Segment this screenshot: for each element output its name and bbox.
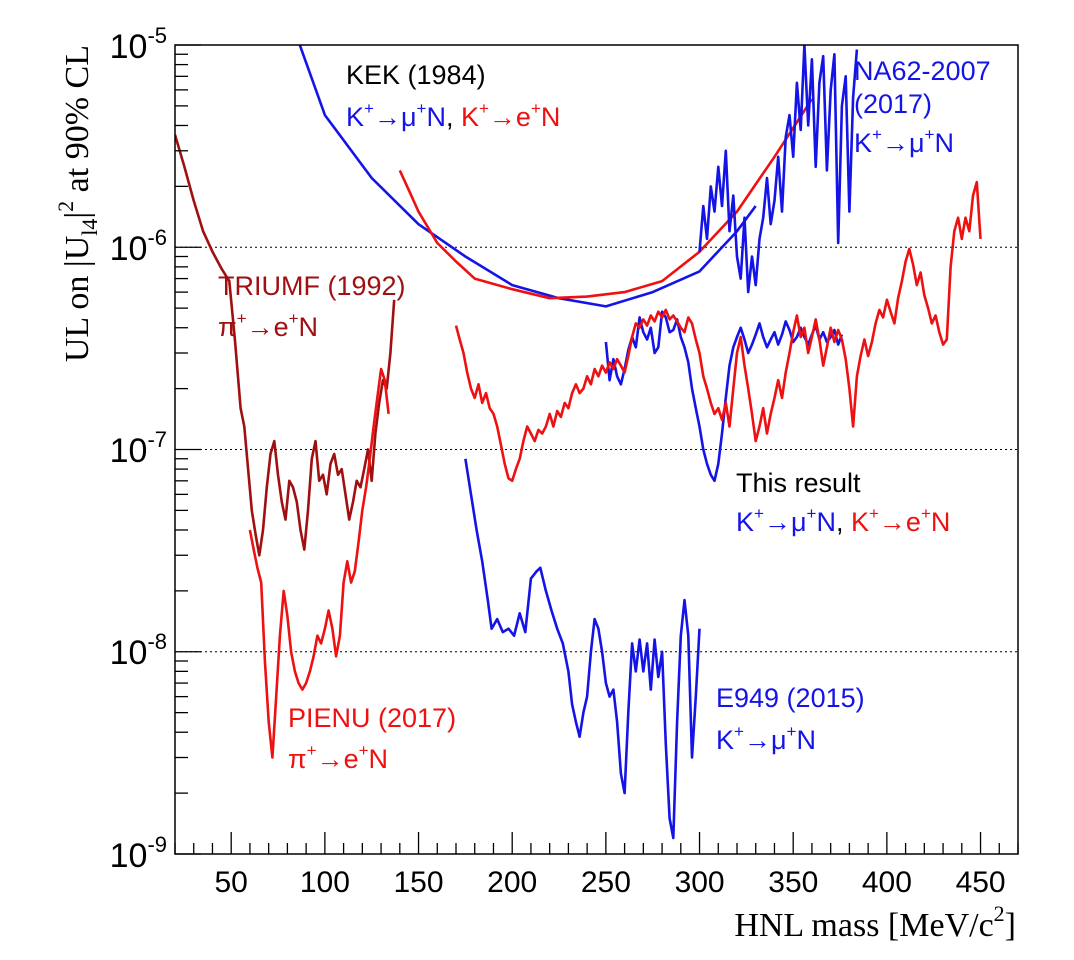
e949-process: K+→μ+N xyxy=(716,722,816,755)
series-line-5 xyxy=(698,45,859,294)
this-result-title: This result xyxy=(736,468,861,498)
triumf-process: π+→e+N xyxy=(218,309,318,342)
grid-lines xyxy=(175,246,1018,653)
x-tick-label: 150 xyxy=(393,866,443,899)
triumf-title: TRIUMF (1992) xyxy=(218,271,406,301)
x-tick-label: 450 xyxy=(956,866,1006,899)
annotation-e949: E949 (2015) K+→μ+N xyxy=(716,683,865,755)
series-layer xyxy=(175,45,982,840)
na62-process: K+→μ+N xyxy=(854,125,954,158)
x-tick-labels: 50 100 150 200 250 300 350 400 450 xyxy=(215,866,1006,899)
series-line-1 xyxy=(175,134,396,557)
x-tick-label: 200 xyxy=(487,866,537,899)
axis-ticks xyxy=(174,44,1019,855)
series-line-3 xyxy=(298,45,757,308)
y-axis-title: UL on |Ul4|2 at 90% CL xyxy=(53,45,102,362)
annotation-pienu: PIENU (2017) π+→e+N xyxy=(288,703,456,774)
x-tick-label: 250 xyxy=(581,866,631,899)
pienu-process: π+→e+N xyxy=(288,741,388,774)
kek-process: K+→μ+N, K+→e+N xyxy=(346,99,560,132)
na62-year: (2017) xyxy=(854,89,932,119)
y-tick-labels: 10-9 10-8 10-7 10-6 10-5 xyxy=(110,23,167,875)
x-tick-label: 350 xyxy=(768,866,818,899)
x-tick-label: 50 xyxy=(215,866,248,899)
kek-title: KEK (1984) xyxy=(346,60,486,90)
series-line-4 xyxy=(398,98,813,300)
pienu-title: PIENU (2017) xyxy=(288,703,456,733)
y-tick-label: 10-8 xyxy=(110,629,167,672)
this-result-process: K+→μ+N, K+→e+N xyxy=(736,504,950,537)
series-line-7 xyxy=(454,180,982,483)
y-tick-label: 10-9 xyxy=(110,832,167,875)
annotation-this-result: This result K+→μ+N, K+→e+N xyxy=(736,468,950,537)
annotation-triumf: TRIUMF (1992) π+→e+N xyxy=(218,271,406,342)
x-axis-title: HNL mass [MeV/c2] xyxy=(734,901,1016,944)
y-tick-label: 10-5 xyxy=(110,23,167,66)
series-line-8 xyxy=(464,458,701,840)
x-tick-label: 400 xyxy=(862,866,912,899)
y-tick-label: 10-7 xyxy=(110,427,167,470)
na62-title: NA62-2007 xyxy=(854,56,991,86)
series-line-2 xyxy=(248,367,390,759)
y-tick-label: 10-6 xyxy=(110,225,167,268)
x-tick-label: 100 xyxy=(300,866,350,899)
x-tick-label: 300 xyxy=(675,866,725,899)
annotation-kek: KEK (1984) K+→μ+N, K+→e+N xyxy=(346,60,560,132)
annotation-na62: NA62-2007 (2017) K+→μ+N xyxy=(854,56,991,158)
e949-title: E949 (2015) xyxy=(716,683,865,713)
